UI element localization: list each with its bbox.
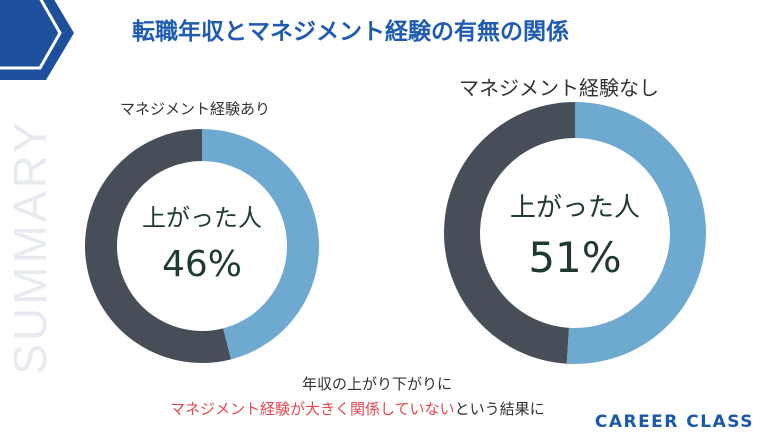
page-title: 転職年収とマネジメント経験の有無の関係	[132, 19, 569, 45]
center-value: 46%	[162, 244, 242, 285]
brand-logo-text: CAREER CLASS	[594, 412, 754, 432]
donut-chart-with-management: 上がった人 46%	[85, 129, 319, 363]
donut-slice-increased	[566, 102, 706, 364]
footer-line-2: マネジメント経験が大きく関係していないという結果に	[170, 398, 545, 419]
hexagon-logo-decoration	[0, 0, 74, 80]
chart-title-without-management: マネジメント経験なし	[459, 76, 659, 100]
center-label: 上がった人	[510, 193, 640, 223]
footer-line-1: 年収の上がり下がりに	[302, 375, 453, 393]
footer-highlight-text: マネジメント経験が大きく関係していない	[170, 400, 455, 418]
donut-chart-without-management: 上がった人 51%	[444, 102, 706, 364]
donut-slice-other	[444, 102, 576, 364]
footer-rest-text: という結果に	[454, 400, 545, 418]
donut-slice-other	[85, 129, 232, 363]
donut-slice-increased	[201, 129, 319, 360]
center-label: 上がった人	[142, 204, 262, 232]
center-value: 51%	[528, 233, 621, 282]
chart-title-with-management: マネジメント経験あり	[120, 100, 271, 118]
